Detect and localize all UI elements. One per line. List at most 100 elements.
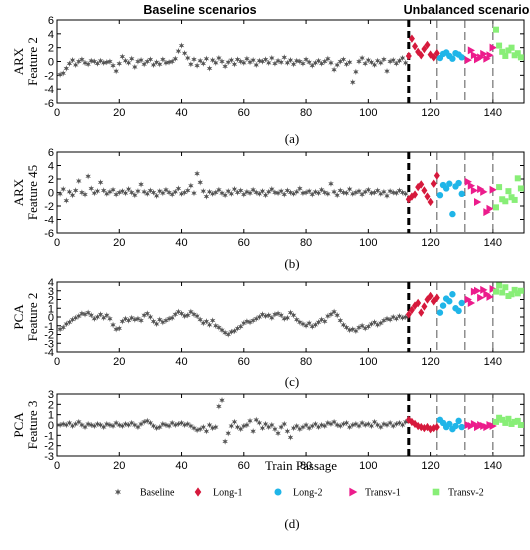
point-long-1 <box>433 171 440 180</box>
y-tick-label: -1 <box>44 321 54 333</box>
point-transv-2 <box>505 47 512 54</box>
point-baseline <box>82 423 88 431</box>
point-long-1 <box>433 422 440 432</box>
point-baseline <box>91 315 98 322</box>
point-baseline <box>334 192 340 199</box>
point-baseline <box>315 57 322 65</box>
point-baseline <box>303 322 309 329</box>
point-baseline <box>259 187 266 195</box>
y-tick-label: -2 <box>44 70 54 82</box>
point-baseline <box>269 421 275 429</box>
point-long-2 <box>446 180 453 187</box>
point-baseline <box>79 56 85 63</box>
caption-d: (d) <box>284 516 299 531</box>
point-long-2 <box>449 55 456 62</box>
point-baseline <box>181 50 188 57</box>
point-baseline <box>278 58 284 66</box>
point-baseline <box>303 189 309 196</box>
y-tick-label: -6 <box>44 228 54 240</box>
point-baseline <box>197 316 203 323</box>
point-baseline <box>231 327 238 335</box>
point-baseline <box>247 417 253 425</box>
point-baseline <box>306 187 312 195</box>
point-transv-1 <box>486 204 494 213</box>
point-baseline <box>60 324 66 331</box>
point-baseline <box>262 312 269 320</box>
point-baseline <box>85 420 91 428</box>
point-baseline <box>346 58 353 66</box>
point-baseline <box>362 421 368 429</box>
point-transv-1 <box>464 56 472 65</box>
point-baseline <box>200 187 207 195</box>
point-baseline <box>107 421 113 429</box>
point-baseline <box>390 56 397 64</box>
point-baseline <box>110 186 116 193</box>
x-tick-label: 140 <box>484 237 502 249</box>
point-baseline <box>387 187 393 195</box>
point-baseline <box>57 71 63 78</box>
point-baseline <box>63 320 70 328</box>
point-baseline <box>231 61 238 68</box>
point-baseline <box>82 191 88 198</box>
point-baseline <box>262 192 269 199</box>
x-tick-label: 0 <box>54 460 60 472</box>
point-baseline <box>384 315 390 322</box>
point-baseline <box>393 315 400 322</box>
x-tick-label: 40 <box>175 237 187 249</box>
point-baseline <box>393 420 400 428</box>
point-transv-1 <box>474 197 482 206</box>
point-long-2 <box>449 291 456 298</box>
point-baseline <box>309 323 316 330</box>
point-baseline <box>166 315 172 322</box>
point-baseline <box>116 189 123 196</box>
point-baseline <box>135 315 141 322</box>
point-baseline <box>104 420 110 428</box>
point-transv-1 <box>467 46 476 55</box>
y-tick-label: 0 <box>48 312 54 324</box>
point-baseline <box>387 58 393 65</box>
point-baseline <box>100 314 107 322</box>
point-baseline <box>256 190 263 198</box>
y-tick-label: -4 <box>44 84 54 96</box>
point-baseline <box>166 58 172 66</box>
point-baseline <box>132 63 138 71</box>
legend-marker-transv-2 <box>432 488 440 496</box>
x-tick-label: 0 <box>54 237 60 249</box>
series-long-2 <box>436 179 465 218</box>
point-baseline <box>234 189 241 196</box>
point-baseline <box>172 311 179 318</box>
point-baseline <box>138 420 144 428</box>
point-baseline <box>362 60 368 67</box>
point-transv-2 <box>505 188 512 195</box>
point-baseline <box>213 59 219 67</box>
point-baseline <box>135 423 141 431</box>
point-baseline <box>119 187 126 195</box>
point-baseline <box>194 170 200 177</box>
y-tick-label: 2 <box>48 43 54 55</box>
point-baseline <box>325 312 331 320</box>
panel-caption: (a) <box>285 131 299 146</box>
point-long-1 <box>421 302 428 311</box>
point-baseline <box>331 66 337 73</box>
point-transv-1 <box>480 187 488 196</box>
point-baseline <box>343 61 350 68</box>
point-baseline <box>181 189 188 196</box>
point-baseline <box>169 419 175 427</box>
point-baseline <box>381 188 387 196</box>
point-baseline <box>188 308 194 315</box>
point-baseline <box>343 419 350 427</box>
point-baseline <box>312 420 319 428</box>
point-baseline <box>141 188 147 196</box>
point-transv-2 <box>499 416 506 423</box>
point-baseline <box>396 419 403 427</box>
point-baseline <box>150 318 157 325</box>
point-baseline <box>60 70 66 77</box>
point-baseline <box>362 188 368 196</box>
point-long-1 <box>405 51 412 61</box>
point-baseline <box>325 419 331 427</box>
point-baseline <box>269 185 275 193</box>
point-long-2 <box>455 179 462 187</box>
series-transv-2 <box>492 175 524 211</box>
point-baseline <box>69 56 76 64</box>
point-baseline <box>374 421 381 429</box>
